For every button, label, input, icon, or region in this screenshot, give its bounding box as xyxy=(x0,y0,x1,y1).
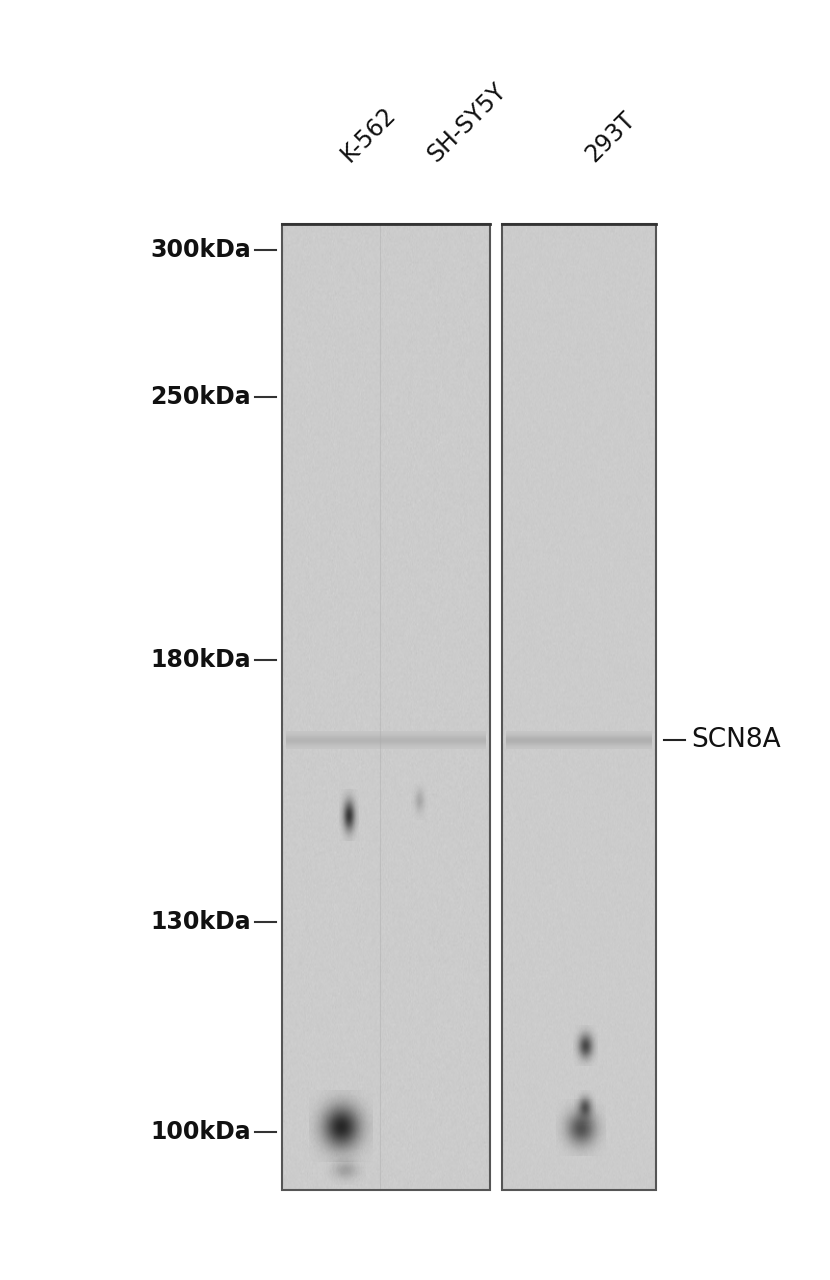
Bar xyxy=(502,224,656,1190)
Text: 250kDa: 250kDa xyxy=(150,385,251,408)
Text: SH-SY5Y: SH-SY5Y xyxy=(423,78,511,166)
Text: 180kDa: 180kDa xyxy=(150,649,251,672)
Text: 100kDa: 100kDa xyxy=(150,1120,251,1144)
Text: 130kDa: 130kDa xyxy=(150,910,251,933)
Text: SCN8A: SCN8A xyxy=(691,727,781,753)
Text: 293T: 293T xyxy=(581,108,640,166)
Bar xyxy=(282,224,490,1190)
Text: 300kDa: 300kDa xyxy=(150,238,251,262)
Text: K-562: K-562 xyxy=(336,102,400,166)
